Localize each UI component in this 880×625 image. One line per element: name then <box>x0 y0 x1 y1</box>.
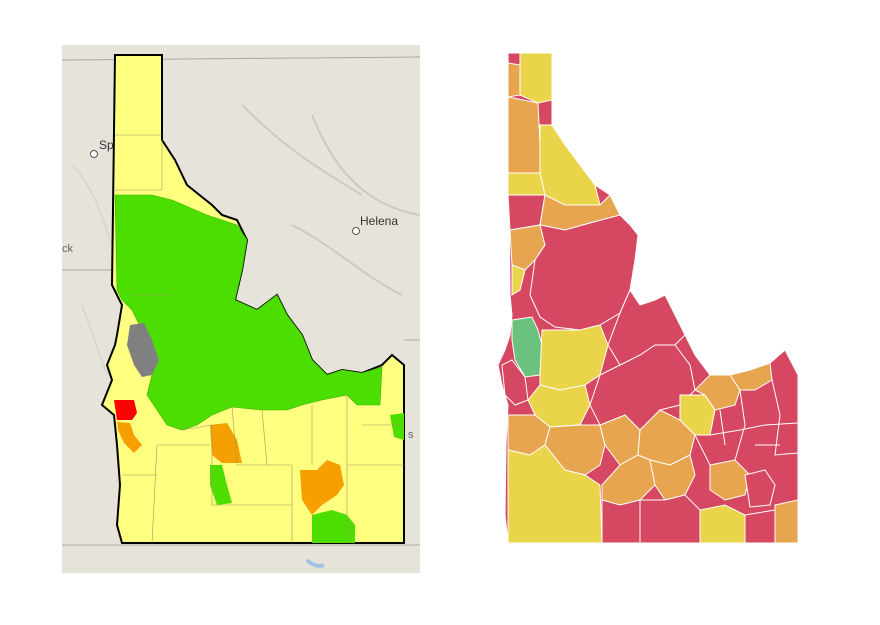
left-map-svg <box>62 45 420 573</box>
orange-county <box>507 96 541 174</box>
yellow-county <box>507 444 603 544</box>
yellow-county <box>507 172 546 196</box>
orange-county <box>694 374 741 411</box>
road-line <box>71 164 113 376</box>
county-lines <box>115 134 404 544</box>
orange-county <box>649 454 696 501</box>
orange-county <box>507 62 521 98</box>
right-county-map <box>490 45 820 555</box>
red-county <box>601 499 641 544</box>
basemap-edge-label: s <box>408 429 414 441</box>
orange-county <box>774 499 799 544</box>
city-marker-icon <box>352 227 360 235</box>
yellow-county <box>511 264 526 296</box>
green-county <box>390 413 404 440</box>
yellow-county <box>519 52 553 104</box>
orange-county <box>117 422 142 453</box>
city-label-spokane: Sp <box>99 138 114 152</box>
basemap-edge-label: ck <box>62 243 73 255</box>
city-label-helena: Helena <box>360 214 399 228</box>
green-county <box>210 465 232 505</box>
yellow-county <box>539 124 601 206</box>
left-county-map: Sp Helena ck s <box>62 45 420 573</box>
red-county <box>114 400 137 420</box>
red-county <box>744 469 776 508</box>
right-map-svg <box>497 52 799 544</box>
green-county-group <box>114 194 383 431</box>
red-county <box>607 288 686 366</box>
city-marker-icon <box>90 150 98 158</box>
gray-county <box>127 323 159 377</box>
yellow-county <box>539 324 609 391</box>
lake-shape <box>305 558 325 568</box>
red-county <box>744 509 776 544</box>
county-polygons <box>501 52 799 544</box>
terrain-shading <box>241 104 420 296</box>
red-county <box>639 494 701 544</box>
green-county <box>312 510 355 543</box>
orange-county <box>300 460 344 515</box>
orange-county <box>210 423 242 463</box>
